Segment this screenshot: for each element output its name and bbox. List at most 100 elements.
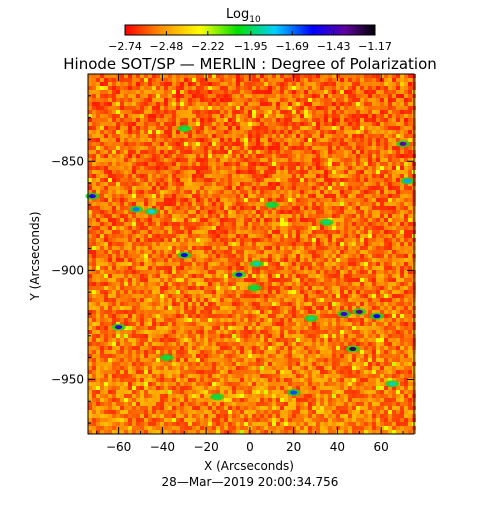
heatmap-cell [400,146,404,150]
heatmap-cell [244,206,248,210]
heatmap-cell [116,194,120,198]
heatmap-cell [136,226,140,230]
heatmap-cell [224,102,228,106]
colorbar-tick-label: −1.17 [358,40,392,53]
heatmap-cell [128,282,132,286]
heatmap-cell [320,146,324,150]
heatmap-cell [124,214,128,218]
heatmap-cell [404,82,408,86]
heatmap-cell [260,242,264,246]
heatmap-cell [152,150,156,154]
heatmap-cell [152,74,156,78]
heatmap-cell [292,306,296,310]
heatmap-cell [176,226,180,230]
heatmap-cell [216,118,220,122]
heatmap-cell [280,314,284,318]
heatmap-cell [92,238,96,242]
heatmap-cell [168,198,172,202]
heatmap-cell [212,266,216,270]
heatmap-cell [336,266,340,270]
heatmap-cell [212,314,216,318]
heatmap-cell [304,182,308,186]
heatmap-cell [168,302,172,306]
heatmap-cell [368,266,372,270]
heatmap-cell [272,306,276,310]
heatmap-cell [332,190,336,194]
heatmap-cell [240,202,244,206]
heatmap-cell [344,90,348,94]
heatmap-cell [176,278,180,282]
heatmap-cell [132,266,136,270]
heatmap-cell [396,234,400,238]
heatmap-cell [200,286,204,290]
heatmap-cell [360,206,364,210]
heatmap-cell [408,94,412,98]
heatmap-cell [160,222,164,226]
heatmap-cell [332,166,336,170]
heatmap-cell [192,106,196,110]
heatmap-cell [128,170,132,174]
heatmap-cell [352,274,356,278]
heatmap-cell [156,202,160,206]
heatmap-cell [296,94,300,98]
heatmap-cell [264,78,268,82]
heatmap-cell [180,78,184,82]
heatmap-cell [308,154,312,158]
heatmap-cell [164,110,168,114]
heatmap-cell [272,178,276,182]
heatmap-cell [384,126,388,130]
heatmap-cell [292,182,296,186]
heatmap-cell [384,290,388,294]
heatmap-cell [144,282,148,286]
heatmap-cell [244,158,248,162]
heatmap-cell [360,186,364,190]
heatmap-cell [348,166,352,170]
heatmap-cell [100,166,104,170]
heatmap-cell [392,298,396,302]
heatmap-cell [220,278,224,282]
heatmap-cell [308,286,312,290]
heatmap-cell [336,198,340,202]
heatmap-cell [144,310,148,314]
heatmap-cell [320,134,324,138]
heatmap-cell [244,174,248,178]
heatmap-cell [288,166,292,170]
heatmap-cell [128,270,132,274]
heatmap-cell [240,218,244,222]
heatmap-cell [140,190,144,194]
heatmap-cell [392,262,396,266]
heatmap-cell [120,282,124,286]
heatmap-cell [296,242,300,246]
heatmap-cell [140,246,144,250]
heatmap-cell [112,206,116,210]
heatmap-cell [108,146,112,150]
heatmap-cell [236,294,240,298]
heatmap-cell [92,226,96,230]
heatmap-cell [136,158,140,162]
heatmap-cell [232,82,236,86]
heatmap-cell [152,190,156,194]
heatmap-cell [116,118,120,122]
heatmap-cell [108,206,112,210]
heatmap-cell [104,194,108,198]
heatmap-cell [236,82,240,86]
heatmap-cell [356,78,360,82]
heatmap-cell [180,114,184,118]
heatmap-cell [236,202,240,206]
heatmap-cell [304,74,308,78]
heatmap-cell [272,138,276,142]
heatmap-cell [336,102,340,106]
heatmap-cell [296,126,300,130]
heatmap-cell [312,218,316,222]
heatmap-cell [280,118,284,122]
heatmap-cell [156,170,160,174]
heatmap-cell [272,78,276,82]
heatmap-cell [144,234,148,238]
heatmap-cell [308,230,312,234]
heatmap-cell [108,234,112,238]
heatmap-cell [384,266,388,270]
heatmap-cell [112,294,116,298]
heatmap-cell [312,126,316,130]
heatmap-cell [244,162,248,166]
heatmap-cell [316,186,320,190]
